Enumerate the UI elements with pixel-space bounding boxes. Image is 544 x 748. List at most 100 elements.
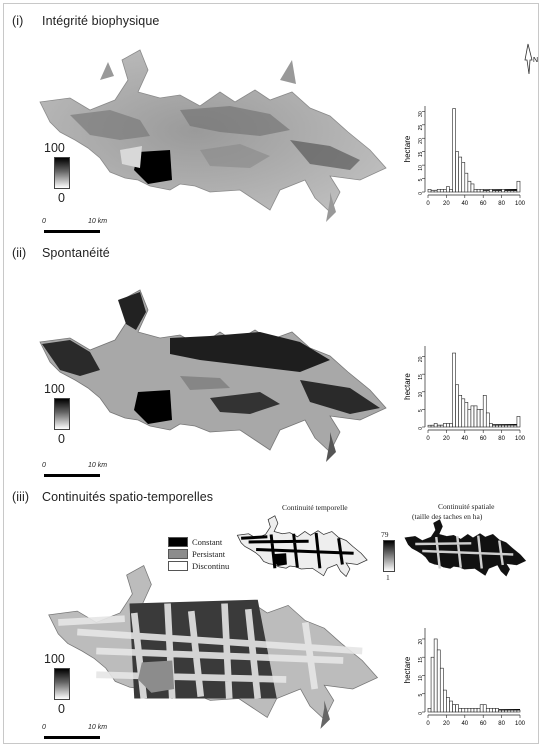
hist-bar	[485, 412, 490, 428]
scale-bar	[44, 474, 100, 477]
panel-ii-number: (ii)	[12, 246, 27, 260]
hist-y-tick-label: 30	[418, 111, 424, 117]
hist-bar	[513, 424, 518, 428]
hist-bar	[452, 704, 456, 713]
hist-bar	[470, 183, 475, 193]
hist-bar	[436, 189, 441, 193]
hist-bar	[476, 708, 481, 713]
hist-x-tick-label: 40	[461, 721, 468, 727]
hist-bar	[452, 108, 456, 193]
hist-y-label: hectare	[403, 135, 412, 162]
hist-x-tick-label: 0	[426, 436, 430, 442]
scale-bar	[44, 736, 100, 739]
legend-ramp	[54, 398, 70, 430]
legend-ramp	[54, 157, 70, 189]
hist-bar	[430, 190, 435, 193]
legend-max: 100	[44, 382, 65, 396]
legend-integrity: 100 0	[44, 141, 84, 205]
hist-bar	[495, 190, 499, 193]
legend-min: 0	[58, 702, 65, 716]
hist-bar	[479, 704, 484, 713]
hist-x-tick-label: 100	[515, 201, 526, 207]
hist-bar	[492, 424, 496, 428]
hist-bar	[482, 190, 487, 193]
hist-x-tick-label: 40	[461, 201, 468, 207]
hist-y-tick-label: 10	[418, 165, 424, 171]
hist-bar	[482, 395, 487, 428]
hist-bar	[489, 189, 493, 193]
scale-bar	[44, 230, 100, 233]
hist-bar	[489, 708, 493, 713]
hist-bar	[436, 649, 441, 713]
hist-y-label: hectare	[403, 656, 412, 683]
hist-bar	[516, 709, 521, 713]
hist-bar	[504, 190, 509, 193]
class-legend-discontinuous: Discontinu	[168, 560, 229, 572]
hist-y-tick-label: 20	[418, 639, 424, 645]
hist-bar	[482, 704, 487, 713]
hist-bar	[479, 189, 484, 193]
hist-bar	[467, 180, 472, 193]
hist-y-tick-label: 0	[418, 712, 424, 715]
hist-bar	[492, 708, 496, 713]
hist-bar	[492, 190, 496, 193]
hist-bar	[507, 190, 512, 193]
hist-bar	[455, 704, 459, 713]
scale-zero: 0	[42, 462, 46, 469]
hist-bar	[433, 638, 438, 713]
hist-bar	[489, 423, 493, 428]
panel-i-number: (i)	[12, 14, 24, 28]
hist-bar	[507, 709, 512, 713]
class-legend: Constant Persistant Discontinu	[168, 536, 229, 572]
north-arrow-icon: N	[524, 43, 538, 75]
legend-spontaneity: 100 0	[44, 382, 84, 446]
inset-temporal-map	[236, 515, 368, 578]
hist-bar	[473, 708, 478, 713]
hist-bar	[516, 180, 521, 193]
hist-bar	[455, 151, 459, 193]
hist-bar	[510, 424, 515, 428]
hist-y-tick-label: 20	[418, 138, 424, 144]
hist-x-tick-label: 80	[498, 721, 505, 727]
inset-spatial-title: Continuité spatiale	[438, 502, 495, 511]
scalebar-integrity: 0 10 km	[42, 218, 122, 236]
hist-x-tick-label: 20	[443, 721, 450, 727]
hist-bar	[458, 395, 463, 428]
scalebar-continuity: 0 10 km	[42, 724, 122, 742]
panel-ii-title: (ii) Spontanéité	[12, 246, 110, 260]
hist-x-tick-label: 60	[480, 436, 487, 442]
inset-spatial-subtitle: (taille des taches en ha)	[412, 512, 483, 521]
hist-bar	[476, 189, 481, 193]
hist-bar	[439, 189, 444, 193]
hist-bar	[485, 190, 490, 193]
hist-bar	[446, 186, 450, 193]
hist-bar	[498, 190, 502, 193]
hist-bar	[507, 424, 512, 428]
hist-bar	[427, 708, 432, 713]
hist-y-tick-label: 0	[418, 192, 424, 195]
histogram-integrity: 0 5 10 15 20 25 30 0 20 40 60 80 100 hectare	[403, 106, 526, 207]
map-continuity	[48, 564, 379, 729]
scalebar-spontaneity: 0 10 km	[42, 462, 122, 480]
legend-max: 100	[44, 141, 65, 155]
hist-bar	[485, 708, 490, 713]
class-legend-constant: Constant	[168, 536, 229, 548]
hist-bar	[449, 700, 453, 713]
hist-x-tick-label: 40	[461, 436, 468, 442]
hist-bar	[501, 424, 505, 428]
hist-x-tick-label: 0	[426, 721, 430, 727]
hist-bar	[443, 423, 447, 428]
hist-bar	[449, 189, 453, 193]
map-integrity	[39, 49, 387, 222]
hist-x-tick-label: 20	[443, 201, 450, 207]
class-legend-persistent: Persistant	[168, 548, 229, 560]
scale-zero: 0	[42, 218, 46, 225]
hist-y-tick-label: 0	[418, 427, 424, 430]
scale-length: 10 km	[88, 218, 108, 225]
hist-bar	[513, 709, 518, 713]
class-label: Constant	[192, 537, 223, 547]
hist-bar	[464, 172, 469, 193]
hist-bar	[461, 162, 466, 193]
hist-x-tick-label: 60	[480, 721, 487, 727]
hist-y-tick-label: 10	[418, 392, 424, 398]
